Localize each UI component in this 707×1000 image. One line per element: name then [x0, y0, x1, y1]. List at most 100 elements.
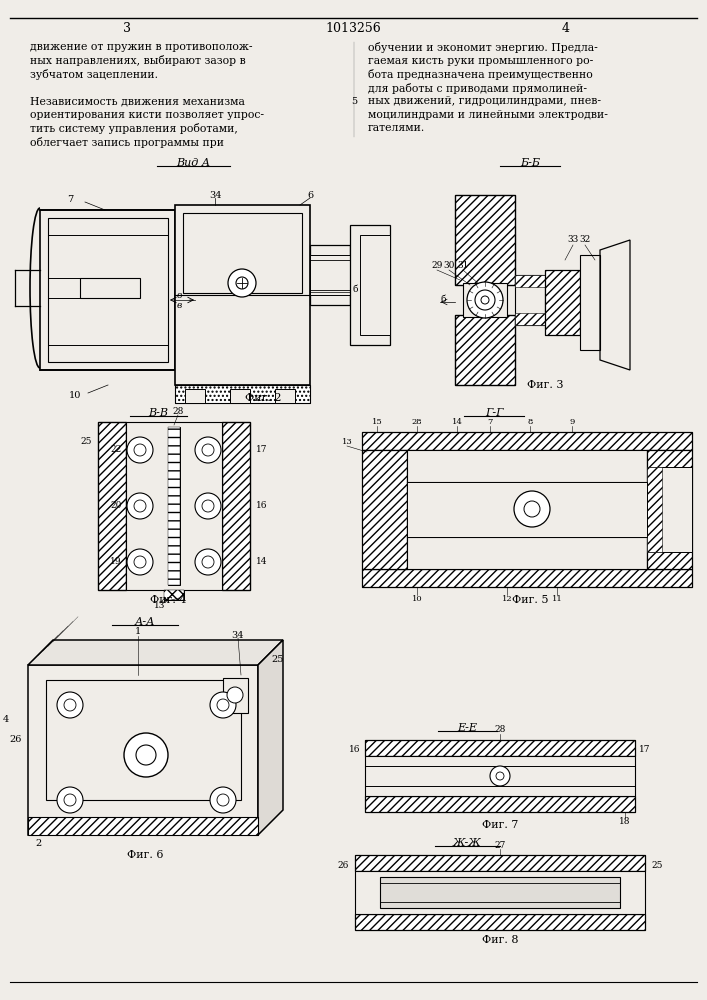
Circle shape	[475, 290, 495, 310]
Circle shape	[127, 549, 153, 575]
Circle shape	[134, 500, 146, 512]
Bar	[185, 389, 205, 403]
Bar	[545, 270, 580, 335]
Bar	[365, 740, 635, 756]
Bar	[355, 871, 645, 914]
Text: 25: 25	[271, 656, 284, 664]
Circle shape	[524, 501, 540, 517]
Bar	[164, 590, 184, 600]
Bar	[164, 590, 184, 600]
Polygon shape	[28, 640, 283, 665]
Text: Ж-Ж: Ж-Ж	[452, 838, 481, 848]
Polygon shape	[258, 640, 283, 835]
Bar	[515, 275, 545, 325]
Text: Б-Б: Б-Б	[520, 158, 540, 168]
Circle shape	[134, 556, 146, 568]
Text: 17: 17	[639, 746, 650, 754]
Text: ных направлениях, выбирают зазор в: ных направлениях, выбирают зазор в	[30, 55, 246, 66]
Bar	[175, 385, 310, 403]
Text: 17: 17	[256, 446, 268, 454]
Circle shape	[236, 277, 248, 289]
Text: 2: 2	[35, 838, 41, 848]
Text: 20: 20	[110, 502, 122, 510]
Bar	[223, 678, 248, 713]
Bar	[463, 283, 507, 317]
Circle shape	[228, 269, 256, 297]
Circle shape	[202, 556, 214, 568]
Text: в: в	[176, 290, 182, 300]
Text: 28: 28	[173, 408, 184, 416]
Bar	[126, 422, 222, 590]
Text: гаемая кисть руки промышленного ро-: гаемая кисть руки промышленного ро-	[368, 55, 593, 66]
Text: 28: 28	[411, 418, 422, 426]
Bar	[183, 213, 302, 293]
Bar	[360, 235, 390, 335]
Circle shape	[202, 444, 214, 456]
Bar	[365, 796, 635, 812]
Text: 34: 34	[209, 190, 221, 200]
Circle shape	[127, 493, 153, 519]
Bar	[455, 315, 515, 385]
Text: 29: 29	[431, 260, 443, 269]
Bar	[48, 218, 168, 362]
Circle shape	[195, 549, 221, 575]
Text: б: б	[440, 296, 445, 304]
Text: 26: 26	[337, 860, 349, 869]
Text: обучении и экономит энергию. Предла-: обучении и экономит энергию. Предла-	[368, 42, 597, 53]
Bar	[230, 389, 250, 403]
Text: движение от пружин в противополож-: движение от пружин в противополож-	[30, 42, 252, 52]
Circle shape	[134, 444, 146, 456]
Text: 22: 22	[110, 446, 122, 454]
Bar	[28, 817, 258, 835]
Bar	[175, 205, 310, 385]
Text: 19: 19	[110, 558, 122, 566]
Bar	[515, 275, 545, 287]
Bar	[168, 427, 180, 585]
Text: 6: 6	[307, 190, 313, 200]
Text: Фиг. 3: Фиг. 3	[527, 380, 563, 390]
Text: 30: 30	[443, 260, 455, 269]
Bar	[350, 225, 390, 345]
Text: 32: 32	[579, 235, 590, 244]
Text: 31: 31	[457, 260, 469, 269]
Text: Фиг. 8: Фиг. 8	[481, 935, 518, 945]
Text: Фиг. 6: Фиг. 6	[127, 850, 163, 860]
Circle shape	[127, 437, 153, 463]
Text: 14: 14	[256, 558, 268, 566]
Text: 7: 7	[67, 196, 73, 205]
Circle shape	[195, 493, 221, 519]
Text: б: б	[352, 286, 358, 294]
Text: 7: 7	[487, 418, 493, 426]
Bar	[365, 740, 635, 756]
Circle shape	[136, 745, 156, 765]
Text: 25: 25	[651, 860, 662, 869]
Circle shape	[195, 437, 221, 463]
Text: Фиг. 7: Фиг. 7	[481, 820, 518, 830]
Text: 16: 16	[256, 502, 268, 510]
Bar	[275, 389, 295, 403]
Bar	[98, 422, 126, 590]
Bar	[222, 422, 250, 590]
Text: гателями.: гателями.	[368, 123, 425, 133]
Text: зубчатом зацеплении.: зубчатом зацеплении.	[30, 69, 158, 80]
Circle shape	[57, 692, 83, 718]
Text: Независимость движения механизма: Независимость движения механизма	[30, 96, 245, 106]
Bar	[355, 855, 645, 871]
Circle shape	[467, 282, 503, 318]
Text: 13: 13	[341, 438, 352, 446]
Bar	[545, 270, 580, 335]
Text: А-А: А-А	[135, 617, 156, 627]
Text: 3: 3	[123, 21, 132, 34]
Text: Фиг. 4: Фиг. 4	[150, 595, 186, 605]
Circle shape	[64, 699, 76, 711]
Text: 9: 9	[569, 418, 575, 426]
Bar	[647, 450, 692, 569]
Text: 28: 28	[494, 726, 506, 734]
Text: 12: 12	[502, 595, 513, 603]
Bar	[362, 569, 692, 587]
Circle shape	[210, 787, 236, 813]
Circle shape	[490, 766, 510, 786]
Text: моцилиндрами и линейными электродви-: моцилиндрами и линейными электродви-	[368, 109, 608, 119]
Text: 26: 26	[10, 736, 22, 744]
Bar	[380, 877, 620, 908]
